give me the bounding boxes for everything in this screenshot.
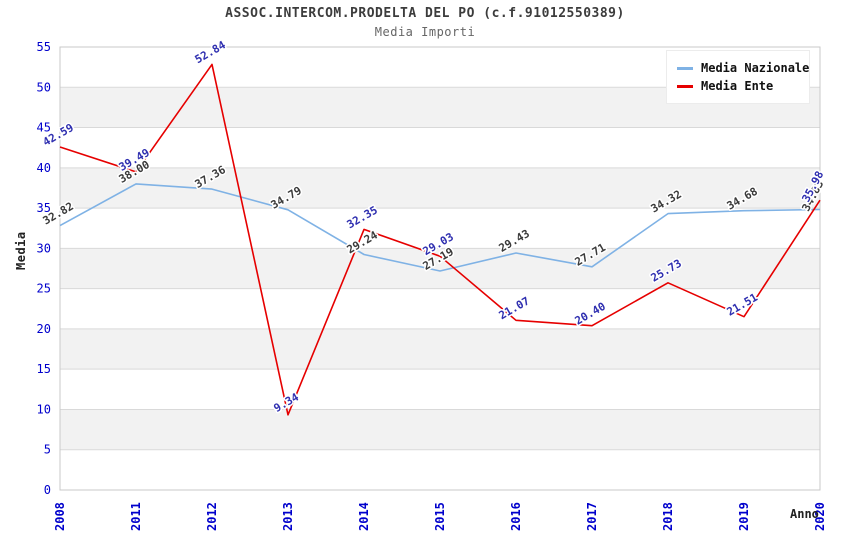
- chart-subtitle: Media Importi: [374, 25, 476, 39]
- series-line-media-nazionale: [59, 183, 821, 272]
- y-tick-label: 40: [37, 161, 51, 175]
- x-tick-label: 2014: [357, 502, 371, 531]
- data-label: 21.51: [725, 291, 761, 319]
- x-tick-label: 2020: [813, 502, 827, 531]
- x-tick-label: 2015: [433, 502, 447, 531]
- y-tick-label: 15: [37, 362, 51, 376]
- plot-band: [60, 328, 820, 370]
- x-tick-label: 2019: [737, 502, 751, 531]
- y-tick-label: 55: [37, 40, 51, 54]
- x-tick-label: 2017: [585, 502, 599, 531]
- plot-band: [60, 248, 820, 289]
- y-axis-title: Media: [14, 231, 28, 270]
- y-tick-label: 0: [44, 483, 51, 497]
- y-tick-label: 5: [44, 443, 51, 457]
- x-tick-label: 2012: [205, 502, 219, 531]
- x-tick-label: 2016: [509, 502, 523, 531]
- x-tick-label: 2008: [53, 502, 67, 531]
- x-tick-label: 2011: [129, 502, 143, 531]
- data-label: 20.40: [573, 300, 608, 328]
- y-tick-label: 30: [37, 241, 51, 255]
- chart-title: ASSOC.INTERCOM.PRODELTA DEL PO (c.f.9101…: [225, 6, 625, 21]
- y-tick-label: 35: [37, 201, 51, 215]
- y-tick-label: 10: [37, 402, 51, 416]
- plot-band: [60, 409, 820, 450]
- x-tick-label: 2013: [281, 502, 295, 531]
- y-tick-label: 45: [37, 121, 51, 135]
- y-tick-label: 20: [37, 322, 51, 336]
- legend-item-media-nazionale: Media Nazionale: [677, 59, 809, 77]
- plot-band: [60, 167, 820, 209]
- series-line-media-ente: [59, 63, 821, 416]
- legend-label: Media Nazionale: [701, 61, 810, 75]
- data-label: 52.84: [193, 38, 229, 66]
- plot-border: [59, 46, 821, 491]
- y-tick-label: 25: [37, 282, 51, 296]
- media-ente-line-swatch-icon: [677, 84, 693, 88]
- x-tick-label: 2018: [661, 502, 675, 531]
- y-tick-label: 50: [37, 80, 51, 94]
- media-nazionale-line-swatch-icon: [677, 66, 693, 70]
- legend-label: Media Ente: [701, 79, 774, 93]
- x-axis-title: Anno: [790, 507, 819, 521]
- chart-legend: Media Nazionale Media Ente: [666, 50, 810, 104]
- legend-item-media-ente: Media Ente: [677, 77, 809, 95]
